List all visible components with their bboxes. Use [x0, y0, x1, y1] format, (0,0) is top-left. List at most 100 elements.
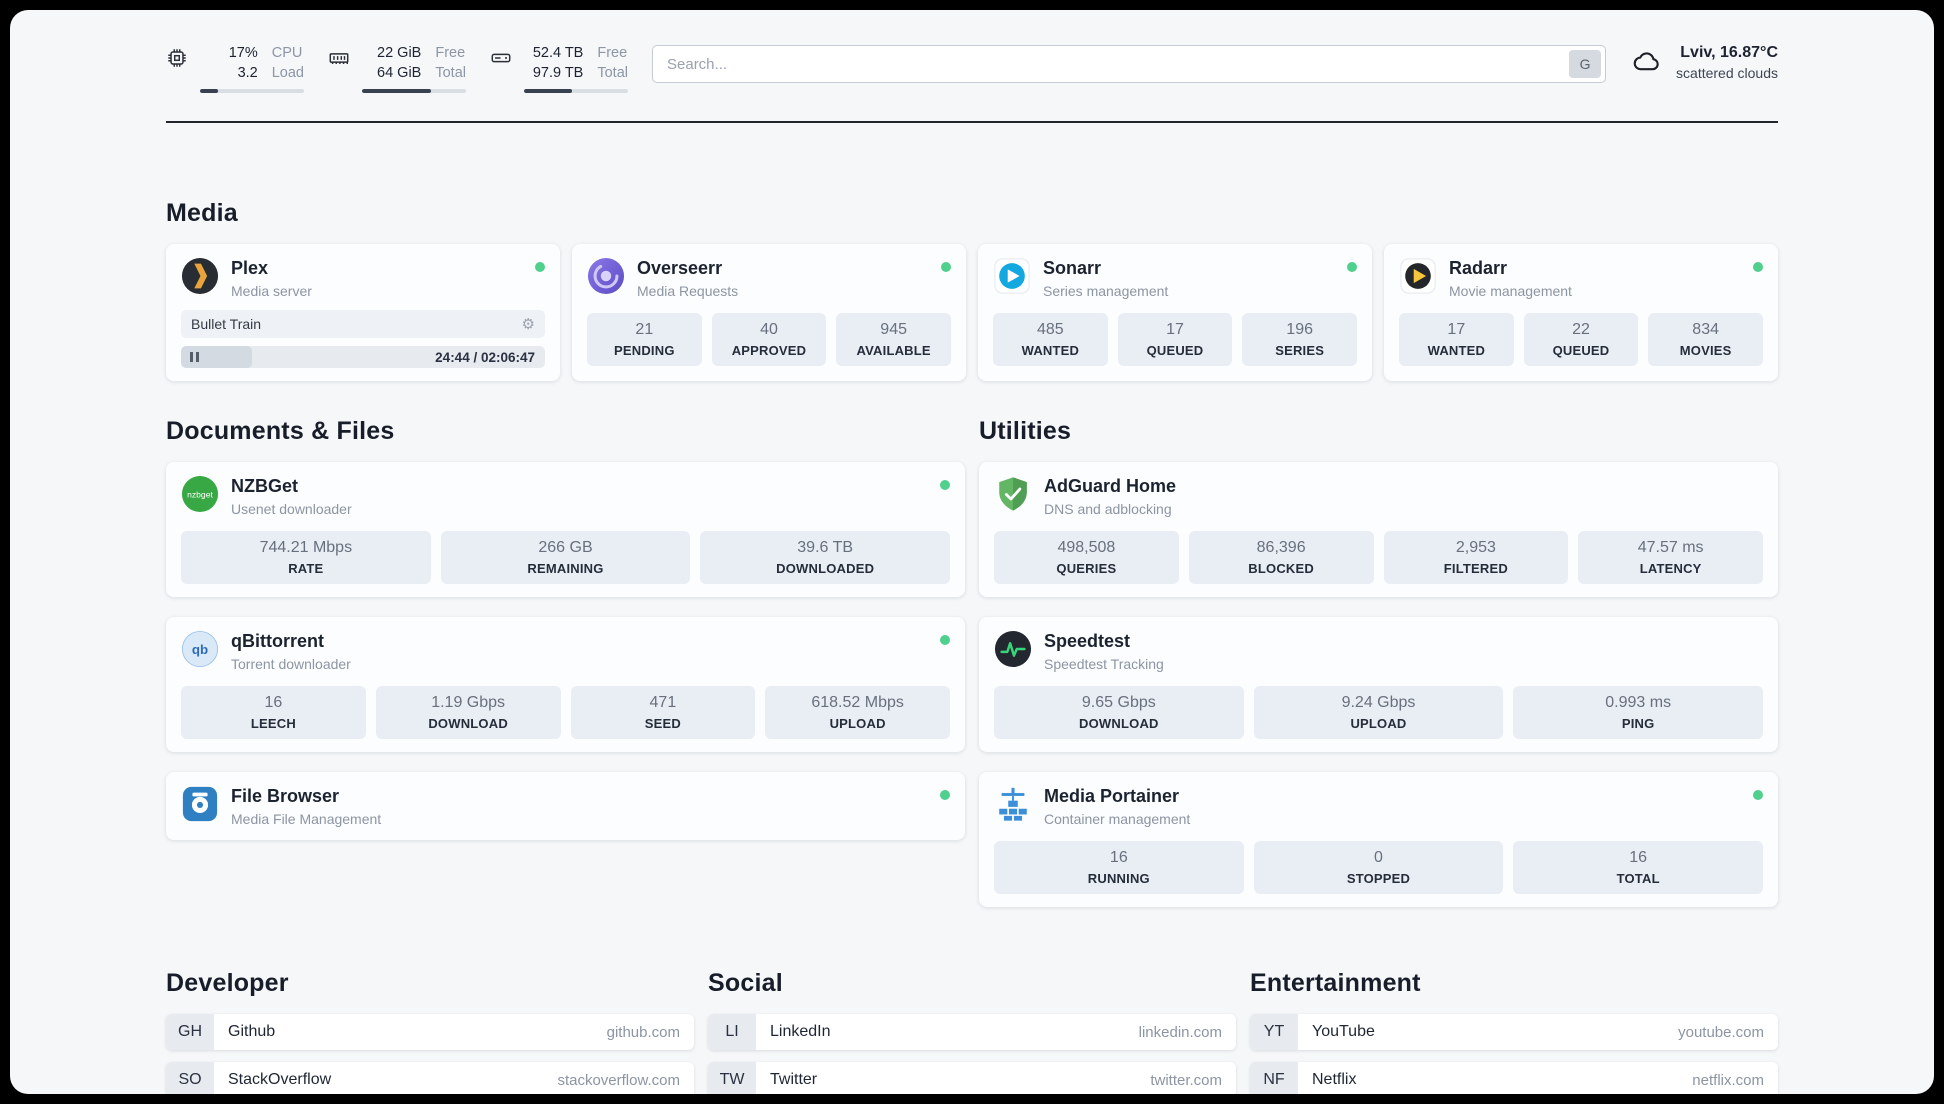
app-card-overseerr[interactable]: Overseerr Media Requests 21 PENDING 40 A… [572, 244, 966, 382]
app-subtitle: Torrent downloader [231, 656, 351, 673]
app-card-plex[interactable]: Plex Media server Bullet Train ⚙ 24:44 /… [166, 244, 560, 382]
app-name: Plex [231, 258, 269, 279]
bookmark-name: Netflix [1312, 1071, 1357, 1089]
cpu-icon [166, 44, 190, 93]
ram-total: 64 GiB [377, 64, 422, 81]
stat-queued: 17 QUEUED [1117, 313, 1233, 367]
stat-wanted: 485 WANTED [993, 313, 1108, 367]
weather-condition: scattered clouds [1676, 65, 1778, 81]
search-engine-button[interactable]: G [1569, 50, 1602, 78]
now-playing-row: Bullet Train ⚙ [181, 310, 545, 339]
playback-time: 24:44 / 02:06:47 [435, 349, 535, 365]
app-card-adguard[interactable]: AdGuard Home DNS and adblocking 498,508 … [979, 462, 1778, 598]
disk-widget: 52.4 TB 97.9 TB Free Total [490, 44, 628, 94]
speedtest-icon [994, 630, 1032, 668]
stat-queries: 498,508 QUERIES [994, 531, 1179, 585]
app-card-qbittorrent[interactable]: qb qBittorrent Torrent downloader 16 [166, 617, 965, 753]
section-developer: Developer GH Github github.com SO StackO… [166, 969, 694, 1094]
bookmark-netflix[interactable]: NF Netflix netflix.com [1250, 1062, 1778, 1094]
stat-stopped: 0 STOPPED [1253, 841, 1504, 895]
disk-icon [490, 44, 514, 93]
bookmark-url: twitter.com [1150, 1071, 1222, 1089]
bookmark-name: StackOverflow [228, 1071, 332, 1089]
status-dot [1753, 790, 1763, 801]
search-input[interactable] [652, 45, 1607, 83]
app-subtitle: DNS and adblocking [1044, 501, 1172, 518]
status-dot [1753, 262, 1763, 273]
status-dot [940, 480, 950, 491]
bookmark-twitter[interactable]: TW Twitter twitter.com [708, 1062, 1236, 1094]
stat-leech: 16 LEECH [181, 686, 366, 740]
stat-latency: 47.57 ms LATENCY [1578, 531, 1763, 585]
disk-label-bottom: Total [597, 64, 628, 81]
app-name: Speedtest [1044, 631, 1131, 652]
section-utilities: Utilities AdGuard Home DNS and adblockin… [979, 417, 1778, 908]
app-card-radarr[interactable]: Radarr Movie management 17 WANTED 22 QUE… [1384, 244, 1778, 382]
bookmark-abbr: NF [1250, 1062, 1298, 1094]
app-name: NZBGet [231, 476, 298, 497]
status-dot [941, 262, 951, 273]
svg-text:qb: qb [192, 642, 208, 657]
stat-total: 16 TOTAL [1513, 841, 1763, 895]
qbittorrent-icon: qb [181, 630, 219, 668]
section-documents: Documents & Files nzbget NZBGet Usenet d… [166, 417, 965, 841]
bookmark-name: Twitter [770, 1071, 818, 1089]
bookmark-name: LinkedIn [770, 1023, 831, 1041]
stat-upload: 618.52 Mbps UPLOAD [765, 686, 950, 740]
status-dot [940, 790, 950, 801]
bookmark-abbr: TW [708, 1062, 756, 1094]
status-dot [940, 635, 950, 646]
status-dot [535, 262, 545, 273]
svg-text:nzbget: nzbget [187, 489, 213, 499]
ram-progress-bar [362, 89, 466, 94]
bookmark-url: linkedin.com [1138, 1023, 1222, 1041]
bookmark-linkedin[interactable]: LI LinkedIn linkedin.com [708, 1014, 1236, 1051]
app-subtitle: Movie management [1449, 283, 1572, 300]
app-card-filebrowser[interactable]: File Browser Media File Management [166, 772, 965, 841]
social-section-title: Social [708, 969, 783, 998]
app-subtitle: Series management [1043, 283, 1169, 300]
utilities-section-title: Utilities [979, 417, 1072, 446]
weather-location: Lviv, 16.87°C [1680, 44, 1778, 61]
stat-wanted: 17 WANTED [1399, 313, 1514, 367]
cpu-label-bottom: Load [271, 64, 304, 81]
stat-pending: 21 PENDING [587, 313, 702, 367]
developer-section-title: Developer [166, 969, 289, 998]
bookmark-stackoverflow[interactable]: SO StackOverflow stackoverflow.com [166, 1062, 694, 1094]
app-subtitle: Container management [1044, 811, 1191, 828]
ram-label-bottom: Total [435, 64, 466, 81]
stat-blocked: 86,396 BLOCKED [1188, 531, 1374, 585]
disk-progress-bar [524, 89, 628, 94]
adguard-icon [994, 475, 1032, 513]
app-name: Radarr [1449, 258, 1508, 279]
bookmark-url: youtube.com [1678, 1023, 1764, 1041]
portainer-icon [994, 785, 1032, 823]
app-card-speedtest[interactable]: Speedtest Speedtest Tracking 9.65 Gbps D… [979, 617, 1778, 753]
ram-label-top: Free [435, 45, 466, 61]
top-bar: 17% 3.2 CPU Load [166, 10, 1778, 94]
bookmark-github[interactable]: GH Github github.com [166, 1014, 694, 1051]
documents-section-title: Documents & Files [166, 417, 395, 446]
playback-progress-bar[interactable]: 24:44 / 02:06:47 [181, 346, 545, 369]
app-subtitle: Media server [231, 283, 312, 300]
ram-free: 22 GiB [377, 45, 422, 61]
app-subtitle: Usenet downloader [231, 501, 352, 518]
bookmark-abbr: SO [166, 1062, 214, 1094]
stat-filtered: 2,953 FILTERED [1383, 531, 1569, 585]
plex-icon [181, 257, 219, 295]
app-subtitle: Media File Management [231, 811, 382, 828]
pause-icon[interactable] [190, 352, 199, 363]
stat-upload: 9.24 Gbps UPLOAD [1253, 686, 1504, 740]
app-name: AdGuard Home [1044, 476, 1177, 497]
app-card-nzbget[interactable]: nzbget NZBGet Usenet downloader 744.21 M… [166, 462, 965, 598]
stat-queued: 22 QUEUED [1523, 313, 1639, 367]
gear-icon[interactable]: ⚙ [521, 315, 535, 333]
app-card-portainer[interactable]: Media Portainer Container management 16 … [979, 772, 1778, 908]
bookmark-youtube[interactable]: YT YouTube youtube.com [1250, 1014, 1778, 1051]
app-subtitle: Media Requests [637, 283, 739, 300]
app-name: Sonarr [1043, 258, 1102, 279]
now-playing-title: Bullet Train [191, 316, 262, 333]
entertainment-section-title: Entertainment [1250, 969, 1421, 998]
app-card-sonarr[interactable]: Sonarr Series management 485 WANTED 17 Q… [978, 244, 1372, 382]
app-name: File Browser [231, 786, 340, 807]
